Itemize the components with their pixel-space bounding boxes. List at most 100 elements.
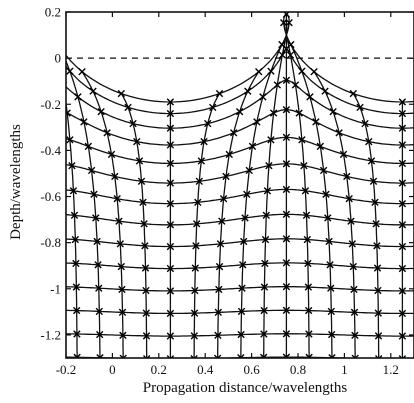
particle-marker <box>237 307 246 316</box>
x-axis-ticks: -0.2 0 0.2 0.4 0.6 0.8 1 1.2 <box>56 12 399 377</box>
particle-marker <box>95 284 103 292</box>
particle-marker <box>350 308 359 317</box>
particle-marker <box>253 118 261 126</box>
vertical-particle-line <box>216 71 260 358</box>
particle-marker <box>166 179 175 187</box>
particle-marker <box>282 160 291 168</box>
particle-marker <box>339 150 348 159</box>
particle-marker <box>398 98 407 106</box>
particle-marker <box>267 136 275 144</box>
particle-marker <box>80 118 88 126</box>
particle-marker <box>305 330 313 338</box>
x-tick-label: 0.4 <box>197 362 214 377</box>
particle-marker <box>191 286 199 295</box>
particle-marker <box>215 89 224 98</box>
particle-marker <box>248 142 257 151</box>
x-tick-label: -0.2 <box>56 362 77 377</box>
particle-marker <box>398 355 407 358</box>
particle-marker <box>326 261 334 269</box>
particle-marker <box>265 161 273 170</box>
particle-marker <box>351 354 359 358</box>
x-tick-label: 0.8 <box>290 362 306 377</box>
particle-mesh <box>66 13 414 358</box>
particle-marker <box>348 240 356 248</box>
particle-marker <box>327 307 335 316</box>
particle-marker <box>329 107 337 116</box>
vertical-particle-line <box>66 98 78 358</box>
particle-marker <box>73 330 81 338</box>
particle-marker <box>56 41 62 47</box>
particle-marker <box>95 307 103 316</box>
particle-marker <box>222 172 230 181</box>
particle-marker <box>240 237 248 246</box>
particle-marker <box>260 306 268 315</box>
particle-marker <box>295 109 303 117</box>
particle-marker <box>282 235 291 243</box>
y-tick-label: -0.2 <box>40 97 61 112</box>
particle-marker <box>371 198 379 206</box>
particle-marker <box>282 353 291 358</box>
x-tick-label: 0 <box>109 362 116 377</box>
particle-marker <box>302 211 311 220</box>
particle-marker <box>306 93 314 101</box>
particle-marker <box>115 217 123 225</box>
particle-marker <box>282 76 291 85</box>
particle-marker <box>282 105 291 114</box>
particle-marker <box>166 242 175 251</box>
y-tick-label: -0.4 <box>40 143 61 158</box>
particle-marker <box>84 142 93 151</box>
particle-marker <box>194 198 202 206</box>
particle-marker <box>166 109 175 118</box>
particle-marker <box>68 161 76 170</box>
particle-marker <box>282 282 291 291</box>
plot-frame <box>65 11 414 359</box>
particle-marker <box>262 211 271 220</box>
particle-marker <box>238 284 246 292</box>
particle-marker <box>118 308 127 317</box>
particle-marker <box>69 187 78 195</box>
y-tick-label: -0.6 <box>40 189 61 204</box>
particle-marker <box>282 185 291 194</box>
particle-marker <box>298 67 306 75</box>
particle-marker <box>398 141 407 149</box>
particle-marker <box>398 109 407 118</box>
particle-marker <box>166 264 175 273</box>
particle-marker <box>304 306 313 315</box>
particle-marker <box>133 137 141 146</box>
particle-marker <box>343 172 351 181</box>
particle-marker <box>301 187 310 195</box>
particle-marker <box>118 285 126 294</box>
particle-marker <box>90 190 98 199</box>
particle-marker <box>117 262 125 271</box>
particle-marker <box>398 124 407 132</box>
particle-marker <box>143 354 151 358</box>
particle-marker <box>373 264 382 272</box>
particle-marker <box>398 264 407 273</box>
particle-marker <box>298 136 306 144</box>
particle-marker <box>310 67 318 76</box>
particle-marker <box>215 285 223 294</box>
particle-marker <box>356 103 364 112</box>
depth-line <box>66 136 414 165</box>
particle-marker <box>374 309 382 317</box>
particle-marker <box>278 51 287 59</box>
x-tick-label: 0.6 <box>243 362 260 377</box>
particle-marker <box>279 18 288 27</box>
particle-marker <box>119 331 127 339</box>
depth-line <box>66 109 414 146</box>
particle-marker <box>282 259 291 267</box>
particle-marker <box>218 217 226 225</box>
particle-marker <box>142 286 150 295</box>
vertical-particle-line <box>313 71 356 358</box>
particle-marker <box>209 103 217 112</box>
particle-marker <box>241 214 249 222</box>
particle-marker <box>213 354 222 358</box>
particle-marker <box>190 332 198 340</box>
particle-marker <box>197 157 206 165</box>
particle-marker <box>321 87 329 95</box>
particle-marker <box>191 264 199 272</box>
vertical-particle-line <box>263 22 290 358</box>
particle-marker <box>72 306 81 315</box>
particle-markers <box>56 12 407 358</box>
